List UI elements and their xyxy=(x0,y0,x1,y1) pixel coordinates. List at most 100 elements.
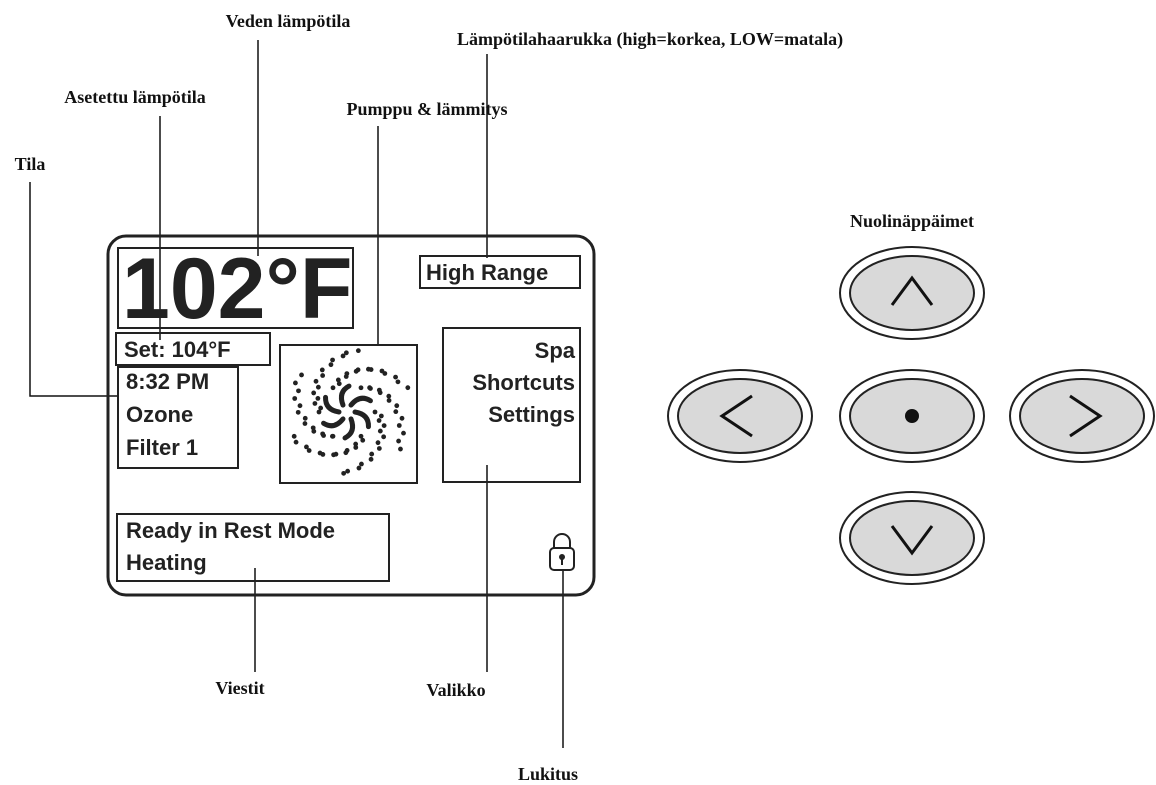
dot xyxy=(381,434,387,440)
message: Ready in Rest Mode xyxy=(126,518,335,543)
dot xyxy=(393,374,398,380)
screen xyxy=(106,234,596,597)
dot xyxy=(313,378,319,384)
status: 8:32 PM xyxy=(126,369,209,394)
callout: Lukitus xyxy=(518,764,578,784)
dot xyxy=(329,433,335,439)
dot xyxy=(336,381,342,387)
set-temp: Set: 104°F xyxy=(124,337,231,362)
key-inner xyxy=(849,500,975,576)
callout: Tila xyxy=(15,154,46,174)
left-key[interactable] xyxy=(667,369,813,463)
dot xyxy=(320,373,326,378)
blade xyxy=(352,409,371,430)
dot xyxy=(330,357,335,363)
callout: Nuolinäppäimet xyxy=(850,211,974,231)
blade xyxy=(348,395,373,408)
dot xyxy=(376,418,382,423)
dot xyxy=(396,423,402,428)
dot xyxy=(359,461,364,467)
dot xyxy=(318,405,324,411)
dot xyxy=(340,353,346,359)
status-box xyxy=(117,366,239,469)
dot xyxy=(369,451,375,457)
down-key[interactable] xyxy=(839,491,985,585)
dot xyxy=(302,415,308,421)
message: Heating xyxy=(126,550,207,575)
dot xyxy=(306,448,312,453)
blade xyxy=(323,394,342,415)
up-key[interactable] xyxy=(839,246,985,340)
dot xyxy=(312,401,318,406)
dot xyxy=(386,398,392,403)
dot xyxy=(310,425,316,431)
temp-box xyxy=(117,247,354,329)
dot xyxy=(360,437,366,443)
dot xyxy=(328,362,334,368)
dot xyxy=(355,348,361,354)
dot xyxy=(375,440,381,446)
key-icon xyxy=(890,275,934,306)
dot xyxy=(395,379,401,385)
key-icon xyxy=(905,409,919,423)
dot xyxy=(355,367,361,373)
dot xyxy=(293,380,298,386)
dot xyxy=(372,409,378,415)
dot xyxy=(296,388,301,394)
dot xyxy=(353,441,359,447)
dot xyxy=(299,372,304,378)
dot xyxy=(368,386,373,391)
dot xyxy=(377,390,383,396)
menu-box xyxy=(442,327,581,483)
dot xyxy=(297,403,303,409)
callout: Valikko xyxy=(426,680,485,700)
dot xyxy=(396,438,401,444)
dot xyxy=(401,430,406,436)
arrow-keys xyxy=(667,246,1155,585)
key-inner xyxy=(1019,378,1145,454)
menu-item: Settings xyxy=(488,402,575,427)
pump-box xyxy=(279,344,418,484)
status: Ozone xyxy=(126,402,193,427)
status: Filter 1 xyxy=(126,435,198,460)
callout: Pumppu & lämmitys xyxy=(346,99,507,119)
dot xyxy=(345,468,351,474)
dot xyxy=(343,450,349,456)
center-key[interactable] xyxy=(839,369,985,463)
key-icon xyxy=(890,525,934,556)
right-key[interactable] xyxy=(1009,369,1155,463)
dot xyxy=(344,371,350,377)
menu-item: Shortcuts xyxy=(472,370,575,395)
dot xyxy=(317,450,323,456)
dot xyxy=(319,367,325,373)
dot xyxy=(316,409,322,415)
dot xyxy=(368,367,374,372)
dot xyxy=(291,433,297,439)
dot xyxy=(399,415,405,421)
pump-icon xyxy=(291,348,411,476)
dot xyxy=(378,413,384,419)
blade xyxy=(338,383,352,408)
dot xyxy=(311,390,317,396)
key-inner xyxy=(849,255,975,331)
dot xyxy=(386,393,392,399)
dot xyxy=(315,395,321,401)
dot xyxy=(377,428,383,434)
dot xyxy=(356,465,362,471)
blade xyxy=(342,416,356,441)
dot xyxy=(331,452,336,458)
dot xyxy=(335,377,341,383)
dot xyxy=(295,409,301,415)
callout: Viestit xyxy=(215,678,264,698)
dot xyxy=(394,403,400,409)
dot xyxy=(376,446,382,451)
messages-box xyxy=(116,513,390,582)
dot xyxy=(358,385,364,391)
temperature: 102°F xyxy=(122,241,352,337)
dot xyxy=(320,431,326,437)
set-box xyxy=(115,332,271,366)
range-box xyxy=(419,255,581,289)
callout-lines xyxy=(29,40,564,748)
key-icon xyxy=(719,394,753,438)
dot xyxy=(398,446,403,452)
